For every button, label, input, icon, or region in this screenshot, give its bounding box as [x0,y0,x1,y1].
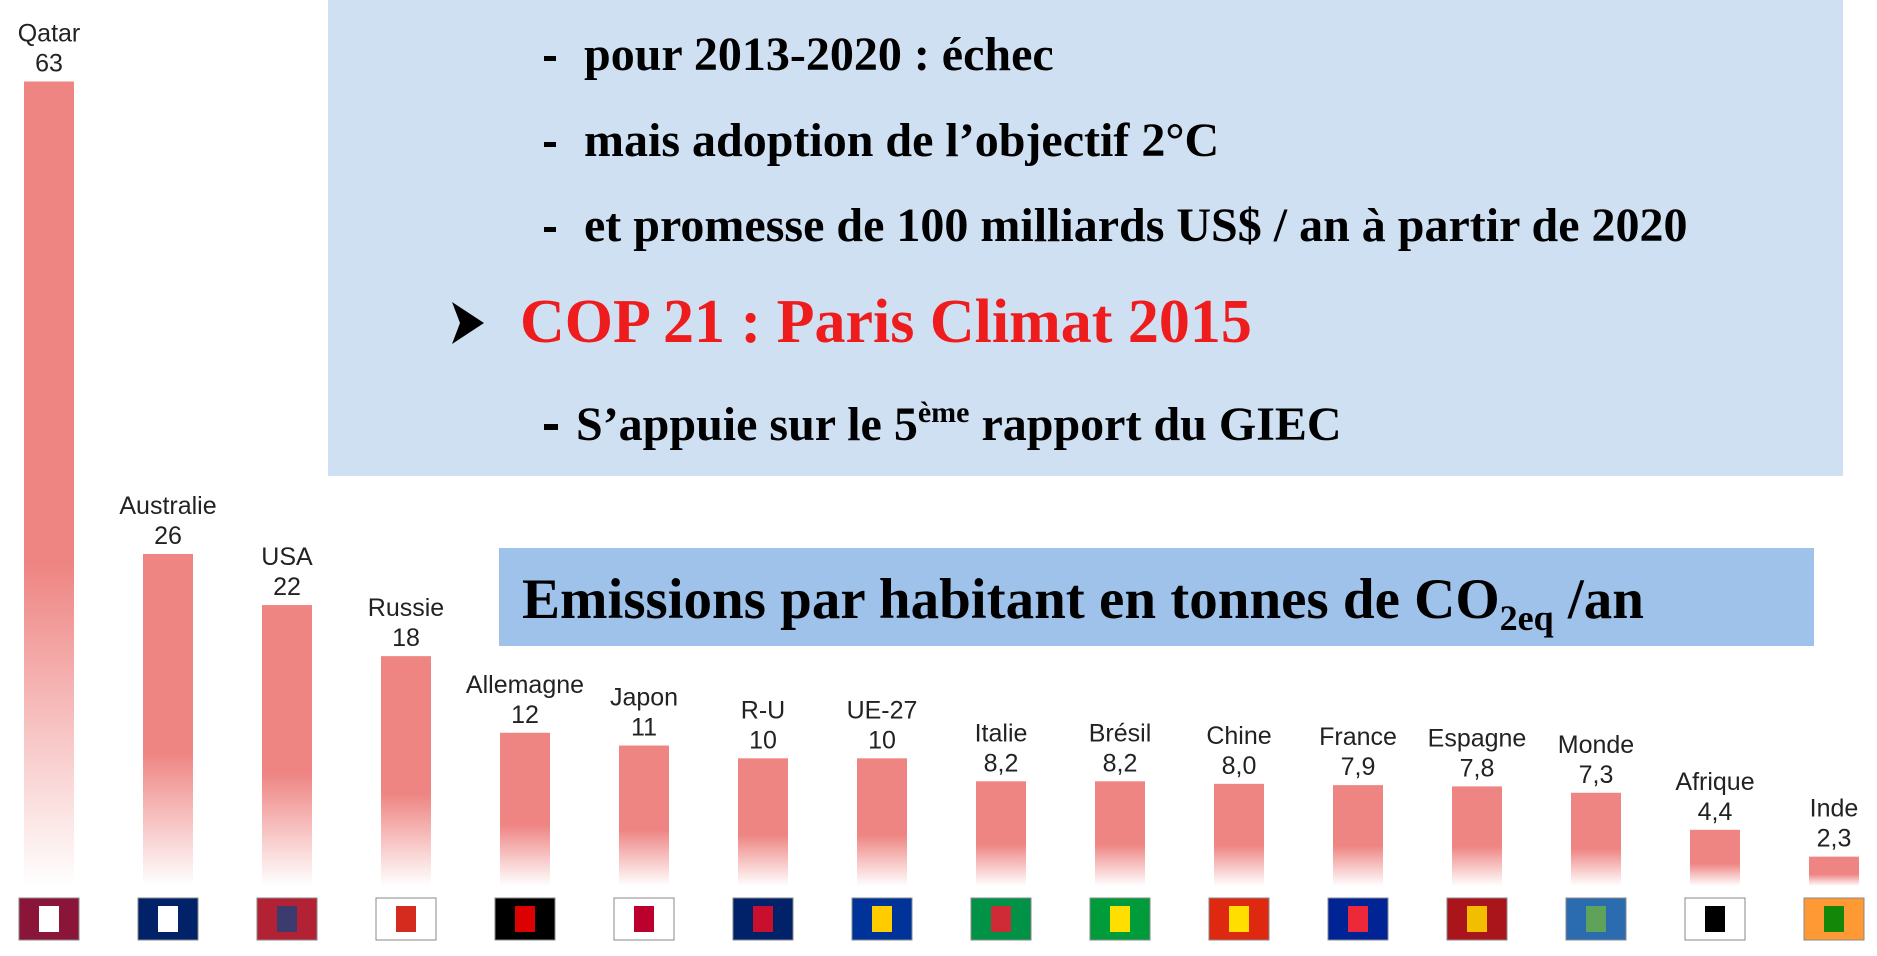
value-label: 10 [868,726,896,754]
bar [1333,785,1383,886]
flag-detail [634,906,654,932]
bar [976,781,1026,886]
dash [544,424,558,430]
bar [1452,786,1502,886]
value-label: 11 [631,714,657,742]
flag-detail [1467,906,1487,932]
text-panel [328,0,1843,476]
category-label: Brésil [1089,719,1152,747]
bar [1690,829,1740,886]
flag-detail [1824,906,1844,932]
value-label: 8,2 [984,749,1019,777]
dash [544,227,556,232]
bar [857,758,907,886]
bar [1571,792,1621,886]
value-label: 8,2 [1103,749,1138,777]
bar [1214,783,1264,886]
bullet: mais adoption de l’objectif 2°C [584,114,1219,167]
arrow-bullet [452,302,484,344]
heading: COP 21 : Paris Climat 2015 [520,288,1252,356]
category-label: Russie [368,594,444,622]
flag-detail [1110,906,1130,932]
value-label: 26 [154,522,182,550]
flag-detail [991,906,1011,932]
bullet: pour 2013-2020 : échec [584,28,1054,81]
note-text: rapport du GIEC [969,398,1341,451]
value-label: 2,3 [1817,825,1852,853]
category-label: Australie [119,492,216,520]
dash [544,56,556,61]
flag-detail [396,906,416,932]
category-label: Inde [1810,795,1859,823]
category-label: Monde [1558,731,1634,759]
bar [500,732,550,886]
category-label: Espagne [1428,724,1527,752]
title-sub: 2eq [1500,598,1554,638]
value-label: 18 [392,624,420,652]
title-text: Emissions par habitant en tonnes de CO [522,568,1500,631]
category-label: Japon [610,684,678,712]
value-label: 8,0 [1222,752,1257,780]
category-label: R-U [741,696,785,724]
value-label: 22 [273,573,301,601]
category-label: UE-27 [847,696,918,724]
category-label: Allemagne [466,671,584,699]
bar [1809,856,1859,886]
value-label: 7,8 [1460,754,1495,782]
bar [1095,781,1145,886]
category-label: Italie [975,719,1028,747]
flag-detail [872,906,892,932]
title-box [499,548,1814,646]
category-label: Chine [1206,722,1271,750]
note-sup: ème [918,396,970,429]
bar [24,81,74,887]
category-label: Afrique [1675,768,1754,796]
chart-title: Emissions par habitant en tonnes de CO2e… [522,568,1644,638]
bar [619,745,669,886]
bar [143,553,193,886]
value-label: 63 [35,49,63,77]
value-label: 7,3 [1579,761,1614,789]
flag-detail [753,906,773,932]
note: S’appuie sur le 5ème rapport du GIEC [576,396,1342,451]
bullet: et promesse de 100 milliards US$ / an à … [584,199,1688,252]
value-label: 12 [511,701,539,729]
dash [544,142,556,147]
bar [262,605,312,886]
category-label: France [1319,723,1397,751]
flag-detail [277,906,297,932]
flag-detail [1705,906,1725,932]
value-label: 7,9 [1341,753,1376,781]
title-text: /an [1554,568,1644,631]
category-label: USA [261,543,313,571]
value-label: 4,4 [1698,798,1733,826]
flag-detail [515,906,535,932]
value-label: 10 [749,726,777,754]
flag-detail [1348,906,1368,932]
bar [738,758,788,886]
flag-detail [39,906,59,932]
note-text: S’appuie sur le 5 [576,398,918,451]
category-label: Qatar [18,19,81,47]
flag-detail [158,906,178,932]
bar [381,656,431,886]
flag-detail [1586,906,1606,932]
flag-detail [1229,906,1249,932]
